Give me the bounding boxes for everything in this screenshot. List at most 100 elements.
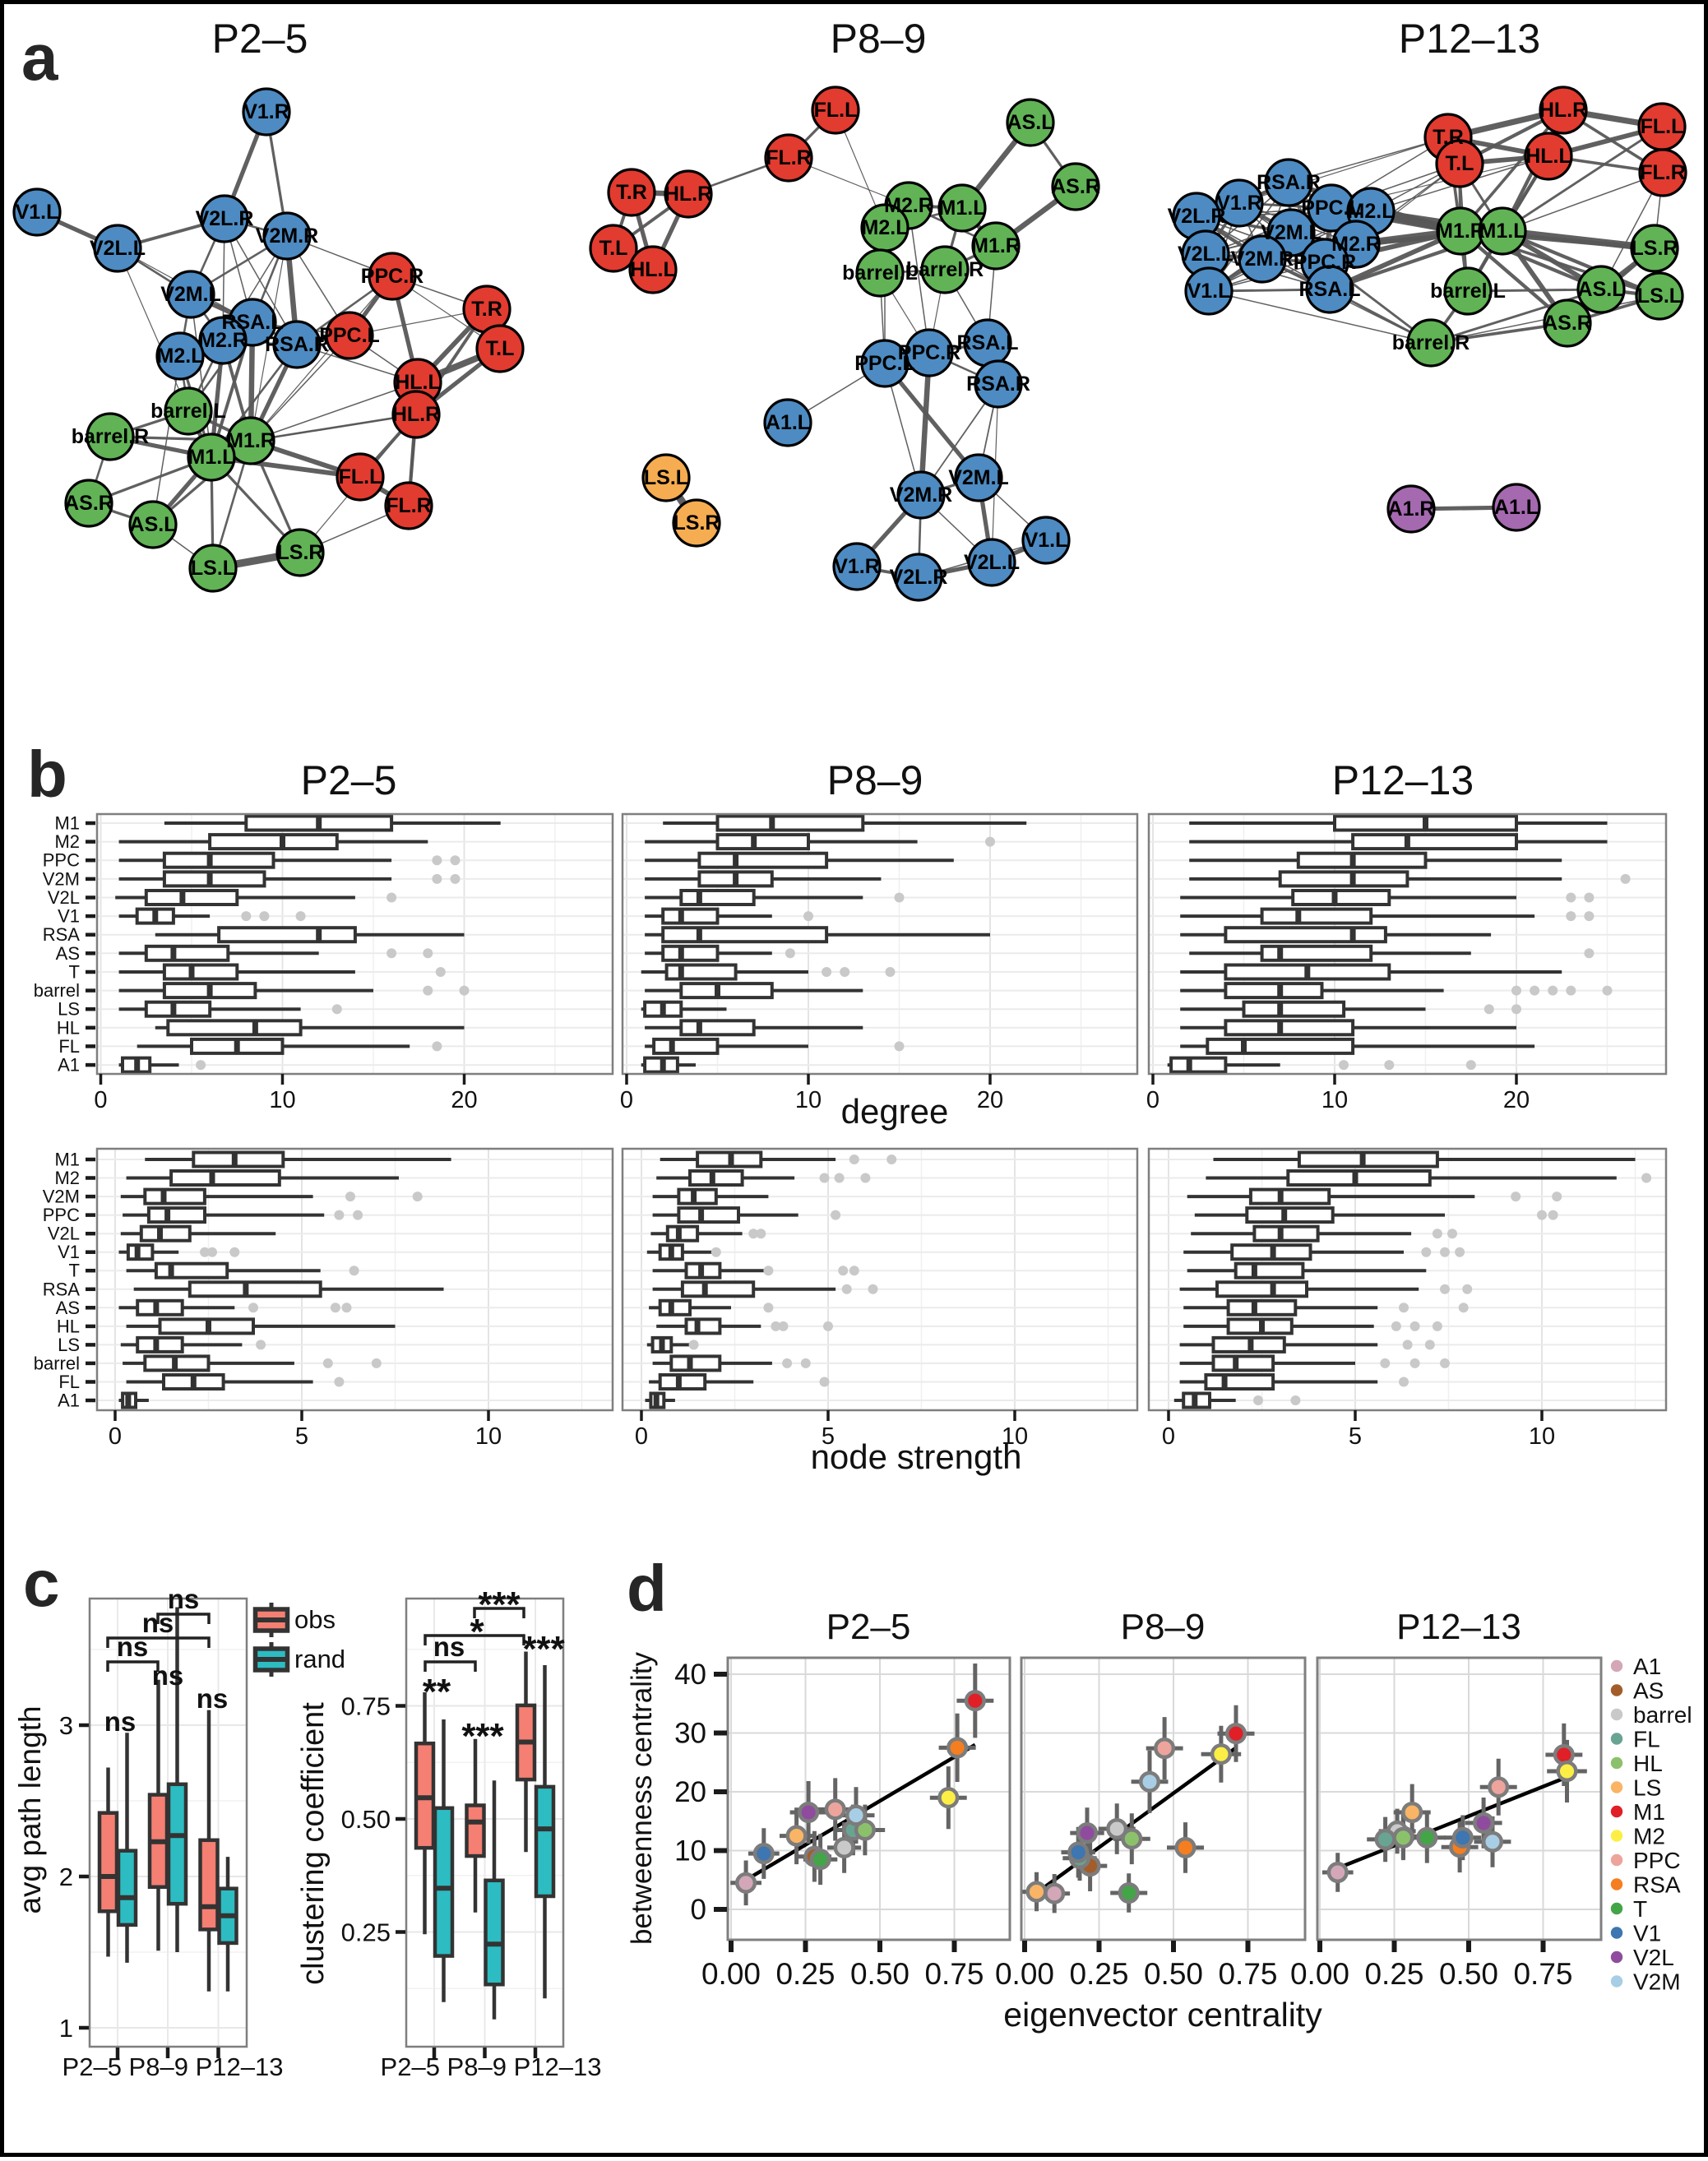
svg-text:LS.L: LS.L <box>191 557 235 580</box>
svg-text:ns: ns <box>117 1631 149 1662</box>
svg-text:0: 0 <box>94 1087 107 1113</box>
svg-text:0.00: 0.00 <box>995 1957 1054 1991</box>
svg-text:V2M: V2M <box>43 1187 80 1207</box>
svg-text:***: *** <box>478 1585 521 1625</box>
svg-text:AS.L: AS.L <box>1007 111 1054 134</box>
svg-text:FL.L: FL.L <box>1641 115 1684 138</box>
svg-text:HL.L: HL.L <box>630 258 676 281</box>
svg-text:P12–13: P12–13 <box>1396 1607 1521 1647</box>
svg-text:3: 3 <box>59 1711 73 1740</box>
svg-text:0.75: 0.75 <box>1513 1957 1572 1991</box>
svg-text:T.L: T.L <box>486 337 515 360</box>
svg-text:A1.R: A1.R <box>1388 497 1435 521</box>
svg-text:RSA.L: RSA.L <box>1299 278 1361 301</box>
svg-text:LS.L: LS.L <box>644 466 688 489</box>
svg-text:PPC.L: PPC.L <box>319 324 380 347</box>
svg-text:PPC.R: PPC.R <box>1294 251 1356 274</box>
svg-text:M1: M1 <box>54 813 80 834</box>
svg-text:P12–13: P12–13 <box>1399 16 1540 62</box>
svg-text:A1: A1 <box>58 1055 80 1076</box>
svg-text:FL.L: FL.L <box>339 465 382 488</box>
svg-text:P12–13: P12–13 <box>1332 757 1474 803</box>
svg-text:AS: AS <box>1633 1678 1664 1704</box>
svg-text:V1.L: V1.L <box>16 201 59 224</box>
svg-text:10: 10 <box>795 1087 822 1113</box>
svg-text:T: T <box>69 962 80 983</box>
svg-text:obs: obs <box>294 1605 336 1634</box>
svg-text:PPC.L: PPC.L <box>1301 197 1362 220</box>
svg-text:PPC.R: PPC.R <box>361 265 424 288</box>
svg-text:AS: AS <box>56 1298 80 1318</box>
svg-text:PPC: PPC <box>1633 1848 1681 1873</box>
svg-text:M2.L: M2.L <box>862 216 909 239</box>
svg-text:ns: ns <box>152 1660 184 1691</box>
svg-text:betweenness centrality: betweenness centrality <box>626 1651 658 1945</box>
svg-text:V2M.R: V2M.R <box>256 224 318 248</box>
svg-text:V2M: V2M <box>1633 1969 1681 1995</box>
svg-text:LS.L: LS.L <box>1637 285 1682 308</box>
svg-text:T: T <box>69 1261 80 1281</box>
svg-text:0.75: 0.75 <box>924 1957 984 1991</box>
svg-text:AS.R: AS.R <box>1051 175 1100 198</box>
svg-text:M1.L: M1.L <box>1479 220 1526 243</box>
svg-text:ns: ns <box>433 1631 465 1662</box>
svg-text:LS: LS <box>1633 1775 1661 1801</box>
svg-text:V2L.R: V2L.R <box>1168 205 1226 228</box>
svg-text:V2M.R: V2M.R <box>890 484 952 507</box>
svg-text:V1.R: V1.R <box>243 100 289 123</box>
svg-text:RSA.L: RSA.L <box>957 331 1019 354</box>
svg-text:0: 0 <box>635 1423 648 1450</box>
svg-text:M2.R: M2.R <box>1331 233 1381 256</box>
svg-text:HL.L: HL.L <box>1525 145 1571 168</box>
svg-text:A1: A1 <box>58 1391 80 1411</box>
svg-text:10: 10 <box>475 1423 502 1450</box>
svg-text:T: T <box>1633 1896 1647 1922</box>
svg-text:M1.R: M1.R <box>1436 220 1485 243</box>
svg-text:RSA: RSA <box>1633 1872 1681 1898</box>
svg-text:V2L.L: V2L.L <box>964 551 1020 574</box>
svg-text:0.50: 0.50 <box>341 1805 391 1834</box>
svg-text:0.50: 0.50 <box>1439 1957 1498 1991</box>
svg-text:V1: V1 <box>58 906 80 927</box>
svg-text:P8–9: P8–9 <box>827 757 923 803</box>
svg-text:M2: M2 <box>54 831 80 852</box>
svg-text:0.75: 0.75 <box>341 1692 391 1721</box>
svg-text:RSA.R: RSA.R <box>265 333 329 356</box>
svg-text:RSA: RSA <box>43 924 81 945</box>
svg-text:V2L.R: V2L.R <box>890 566 948 589</box>
svg-text:0: 0 <box>1162 1423 1175 1450</box>
svg-text:PPC: PPC <box>43 850 80 871</box>
svg-text:HL.R: HL.R <box>1539 99 1587 122</box>
svg-text:V2L.L: V2L.L <box>1178 243 1234 266</box>
svg-text:barrel.L: barrel.L <box>1430 280 1506 303</box>
svg-text:ns: ns <box>168 1584 200 1614</box>
svg-text:node strength: node strength <box>811 1437 1022 1476</box>
svg-text:A1.L: A1.L <box>766 411 810 434</box>
svg-text:FL: FL <box>58 1036 80 1057</box>
svg-text:FL: FL <box>58 1372 80 1392</box>
svg-text:rand: rand <box>294 1645 345 1673</box>
svg-text:HL.R: HL.R <box>392 403 440 426</box>
svg-text:T.L: T.L <box>1446 152 1474 175</box>
svg-text:HL: HL <box>1633 1751 1663 1776</box>
svg-text:d: d <box>627 1552 667 1625</box>
svg-text:ns: ns <box>104 1706 137 1737</box>
svg-text:10: 10 <box>1002 1423 1028 1450</box>
svg-text:A1.L: A1.L <box>1494 496 1539 519</box>
svg-text:*: * <box>470 1612 484 1652</box>
svg-text:V2L: V2L <box>1633 1945 1674 1970</box>
svg-text:PPC.L: PPC.L <box>854 352 915 375</box>
svg-text:V2M.L: V2M.L <box>1261 221 1322 244</box>
svg-text:**: ** <box>423 1672 451 1712</box>
svg-text:M2: M2 <box>1633 1824 1665 1849</box>
svg-text:P2–5 P8–9 P12–13: P2–5 P8–9 P12–13 <box>62 2052 284 2081</box>
svg-text:M1: M1 <box>54 1150 80 1170</box>
svg-text:HL: HL <box>57 1316 80 1336</box>
svg-text:V1.L: V1.L <box>1187 280 1231 303</box>
svg-text:20: 20 <box>1503 1087 1530 1113</box>
svg-text:RSA: RSA <box>43 1279 81 1299</box>
svg-text:V2M.L: V2M.L <box>160 283 221 306</box>
svg-text:V1.R: V1.R <box>834 555 880 578</box>
svg-text:clustering coefficient: clustering coefficient <box>296 1702 331 1985</box>
svg-text:RSA.R: RSA.R <box>1257 171 1321 194</box>
